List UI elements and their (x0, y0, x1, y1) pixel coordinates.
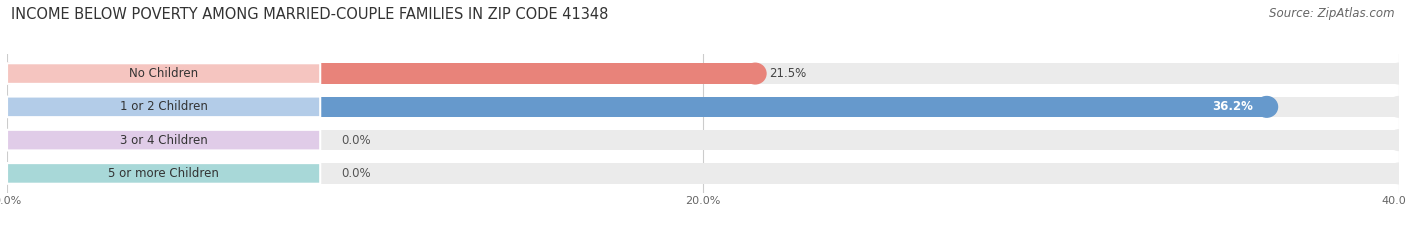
Bar (7, 63, 1399, 84)
Circle shape (0, 96, 18, 117)
Text: 1 or 2 Children: 1 or 2 Children (120, 100, 208, 113)
Circle shape (1256, 96, 1278, 117)
FancyBboxPatch shape (7, 163, 321, 184)
Text: 21.5%: 21.5% (769, 67, 807, 80)
Bar (7, 130, 1399, 151)
Text: 3 or 4 Children: 3 or 4 Children (120, 134, 208, 147)
Circle shape (1388, 63, 1406, 84)
Text: 0.0%: 0.0% (342, 167, 371, 180)
Circle shape (1388, 96, 1406, 117)
Bar (7, 63, 755, 84)
Circle shape (0, 130, 18, 151)
Bar (7, 163, 1399, 184)
FancyBboxPatch shape (7, 96, 321, 117)
Text: Source: ZipAtlas.com: Source: ZipAtlas.com (1270, 7, 1395, 20)
Text: INCOME BELOW POVERTY AMONG MARRIED-COUPLE FAMILIES IN ZIP CODE 41348: INCOME BELOW POVERTY AMONG MARRIED-COUPL… (11, 7, 609, 22)
FancyBboxPatch shape (7, 63, 321, 84)
Text: 36.2%: 36.2% (1212, 100, 1253, 113)
Text: 0.0%: 0.0% (342, 134, 371, 147)
Bar (7, 96, 1399, 117)
Circle shape (0, 63, 18, 84)
Circle shape (0, 96, 18, 117)
Circle shape (1388, 130, 1406, 151)
FancyBboxPatch shape (7, 130, 321, 151)
Bar (7, 96, 1267, 117)
Circle shape (0, 163, 18, 184)
Text: 5 or more Children: 5 or more Children (108, 167, 219, 180)
Circle shape (0, 63, 18, 84)
Text: No Children: No Children (129, 67, 198, 80)
Circle shape (744, 63, 766, 84)
Circle shape (1388, 163, 1406, 184)
